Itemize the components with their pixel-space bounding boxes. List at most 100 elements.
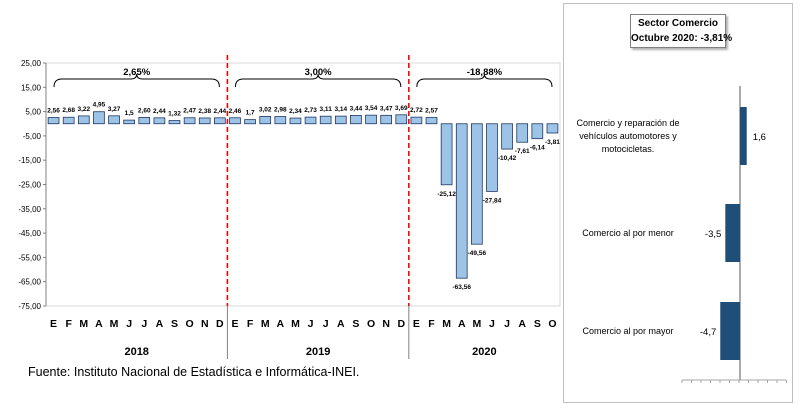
bar-data-label: 3,47 <box>380 105 393 112</box>
bar-data-label: 3,54 <box>365 105 378 112</box>
bar <box>198 117 211 125</box>
bar <box>108 115 120 125</box>
month-label: D <box>397 318 405 330</box>
sector-value-label: -4,7 <box>700 327 716 338</box>
bar-data-label: 1,7 <box>246 110 255 117</box>
bar-data-label: 3,11 <box>320 106 333 113</box>
year-summary-bracket <box>234 73 402 88</box>
bar <box>486 123 498 192</box>
month-label: M <box>472 318 481 330</box>
y-tick-label: -55,00 <box>18 253 41 262</box>
y-tick-label: 5,00 <box>25 108 41 117</box>
y-tick-label: -45,00 <box>18 229 41 238</box>
bar-data-label: 3,02 <box>259 106 272 113</box>
bar <box>546 123 559 134</box>
sector-bar <box>740 107 747 165</box>
bar <box>77 115 90 125</box>
month-label: A <box>95 318 103 330</box>
bar-data-label: 2,46 <box>229 108 242 115</box>
bar-data-label: -49,56 <box>468 250 487 257</box>
month-label: M <box>442 318 451 330</box>
bar-data-label: 2,73 <box>304 107 317 114</box>
sector-value-label: 1,6 <box>753 132 766 143</box>
source-note: Fuente: Instituto Nacional de Estadístic… <box>28 365 360 379</box>
month-label: M <box>261 318 270 330</box>
month-label: J <box>141 318 147 330</box>
year-label: 2020 <box>472 346 496 358</box>
bar <box>380 114 392 125</box>
y-tick-label: -35,00 <box>18 205 41 214</box>
bar-data-label: -63,56 <box>453 284 472 291</box>
bar <box>455 123 468 279</box>
bar-data-label: 3,27 <box>108 106 121 113</box>
bar-data-label: 2,44 <box>153 108 166 115</box>
bar-data-label: 3,22 <box>77 106 90 113</box>
year-summary-bracket <box>53 73 220 88</box>
bar <box>229 117 241 125</box>
sector-subtitle: Octubre 2020: -3,81% <box>631 33 733 44</box>
bar-data-label: 3,69 <box>395 105 408 112</box>
bar <box>516 123 529 143</box>
bar <box>168 120 181 125</box>
bar-data-label: 4,95 <box>93 102 106 109</box>
sector-category-label: Comercio y reparación de <box>576 118 679 128</box>
bar <box>395 114 408 125</box>
bar <box>47 117 60 125</box>
bar-data-label: 2,68 <box>62 107 75 114</box>
bar-data-label: -7,61 <box>515 148 530 155</box>
y-tick-label: -25,00 <box>18 181 41 190</box>
bar <box>319 115 332 125</box>
bar <box>93 111 105 125</box>
bar <box>334 115 347 125</box>
sector-breakdown-svg: 1,6 Comercio y reparación de vehículos aut… <box>576 86 787 383</box>
bar-data-label: 2,34 <box>289 108 302 115</box>
month-label: S <box>534 318 541 330</box>
month-label: F <box>65 318 72 330</box>
bar-data-label: 2,98 <box>274 107 287 114</box>
year-label: 2019 <box>306 346 330 358</box>
y-tick-label: -75,00 <box>18 302 41 311</box>
month-label: N <box>382 318 390 330</box>
sector-title: Sector Comercio <box>637 18 719 29</box>
bar <box>289 117 302 125</box>
year-label: 2018 <box>124 346 148 358</box>
bar <box>153 117 166 125</box>
bar-data-label: 2,56 <box>47 108 60 115</box>
month-label: D <box>216 318 224 330</box>
bar <box>350 114 362 125</box>
month-label: A <box>518 318 526 330</box>
bar-data-label: 2,47 <box>183 108 196 115</box>
bar-data-label: 3,14 <box>334 106 347 113</box>
sector-bar <box>720 302 740 360</box>
bar <box>244 119 256 125</box>
month-label: E <box>50 318 57 330</box>
bar-data-label: 1,32 <box>168 111 181 118</box>
sector-category-label: vehículos automotores y <box>579 131 677 141</box>
year-summary-label: 2,65% <box>123 67 150 78</box>
y-tick-label: 15,00 <box>21 83 42 92</box>
bar-data-label: 1,5 <box>125 110 134 117</box>
month-label: M <box>79 318 88 330</box>
bar-data-label: -25,12 <box>437 191 456 198</box>
bar <box>410 116 423 125</box>
bar-data-label: -27,84 <box>483 197 502 204</box>
bar <box>365 114 377 125</box>
monthly-variation-chart: 25,00 15,00 5,00 -5,00 -15,00 -25,00 -35,00 -45… <box>8 3 563 403</box>
y-tick-label: 25,00 <box>21 59 42 68</box>
bar <box>425 117 438 125</box>
bar <box>531 123 544 140</box>
monthly-variation-svg: 25,00 15,00 5,00 -5,00 -15,00 -25,00 -35,00 -45… <box>18 55 561 359</box>
bar <box>471 123 483 245</box>
sector-bar <box>725 204 740 262</box>
sector-category-label: Comercio al por mayor <box>582 326 673 336</box>
month-label: E <box>231 318 238 330</box>
year-summary-label: 3,00% <box>305 67 332 78</box>
month-label: E <box>413 318 420 330</box>
month-label: O <box>186 318 194 330</box>
month-label: O <box>367 318 375 330</box>
bar <box>123 119 135 125</box>
bar-data-label: 2,44 <box>214 108 227 115</box>
month-label: J <box>504 318 510 330</box>
month-label: M <box>110 318 119 330</box>
month-label: A <box>277 318 285 330</box>
